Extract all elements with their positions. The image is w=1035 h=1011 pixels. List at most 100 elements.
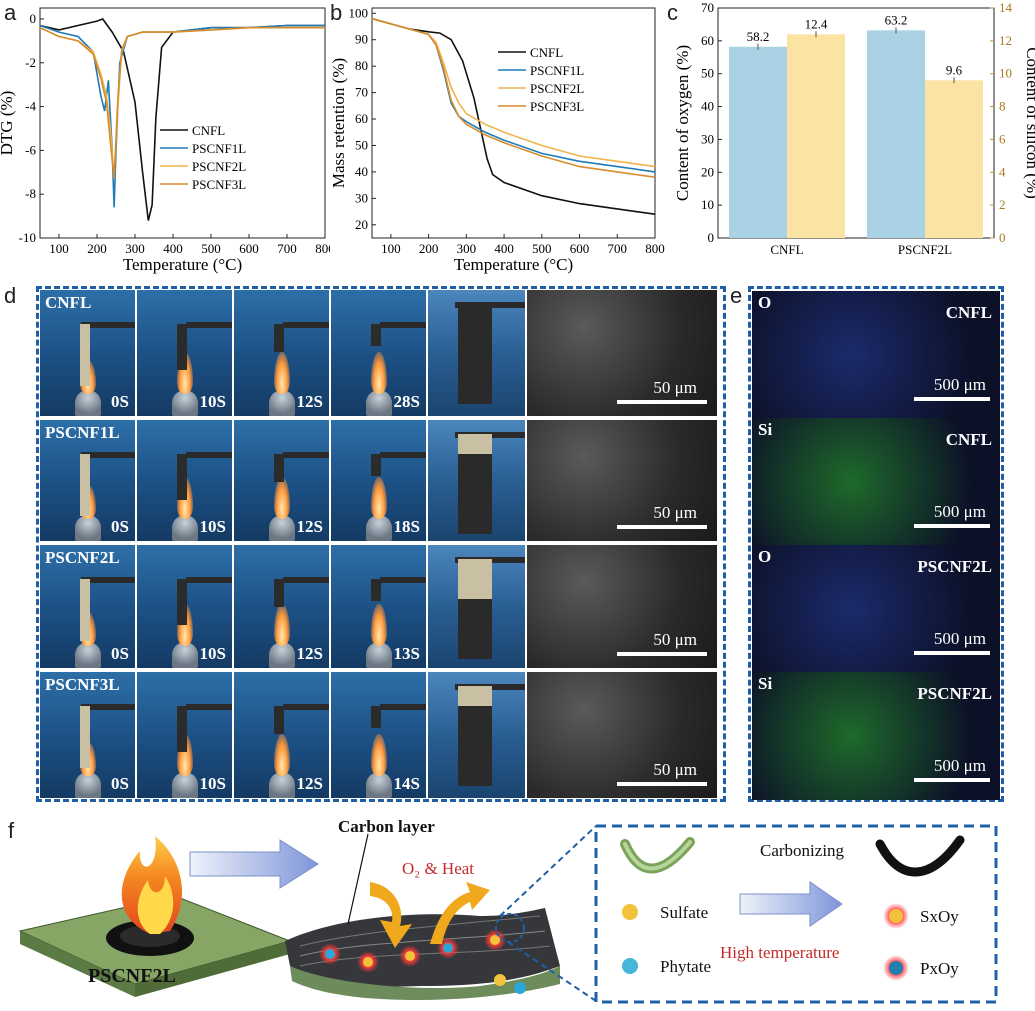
x-tick-label: 100 — [49, 241, 69, 256]
burning-photo: 10S — [137, 290, 232, 416]
sample-label: PSCNF2L — [917, 557, 992, 576]
panel-label-c: c — [667, 0, 678, 25]
flame-icon — [273, 604, 290, 646]
flame-icon — [370, 477, 387, 519]
unburned-part — [458, 434, 492, 454]
sample-strip — [80, 579, 90, 641]
tweezers — [283, 577, 329, 583]
scale-label: 50 μm — [653, 630, 697, 649]
unburned-part — [458, 686, 492, 706]
pscnf2l-sheet — [18, 836, 292, 997]
burning-photo: 12S — [234, 672, 329, 798]
y-tick-label-left: 10 — [701, 197, 714, 212]
tweezers — [186, 704, 232, 710]
burning-photo: 12S — [234, 420, 329, 541]
particles — [319, 929, 526, 994]
burner-icon — [365, 772, 392, 798]
bar-value-label: 58.2 — [747, 29, 770, 44]
sample-strip — [371, 324, 381, 346]
sample-strip — [274, 454, 284, 482]
legend-entry: PSCNF1L — [530, 63, 584, 78]
sample-strip — [371, 454, 381, 476]
y-tick-label: 50 — [355, 137, 368, 152]
bar-value-label: 63.2 — [885, 12, 908, 27]
burning-photo: 0S CNFL — [40, 290, 135, 416]
mechanism-diagram: PSCNF2L Carbon layer O₂ & Heat Sulfate P… — [18, 817, 998, 1004]
time-label: 0S — [111, 392, 129, 411]
sulfate-icon — [622, 904, 638, 920]
tweezers — [380, 577, 426, 583]
burning-photo: 14S — [331, 672, 426, 798]
sample-strip — [177, 454, 187, 500]
carbonizing-label: Carbonizing — [760, 841, 845, 860]
burning-photo: 13S — [331, 545, 426, 668]
x-tick-label: 800 — [315, 241, 330, 256]
series-line-pscnf2l — [371, 17, 656, 168]
burning-photo: 12S — [234, 545, 329, 668]
sample-name: PSCNF1L — [45, 423, 120, 442]
y-axis-label: DTG (%) — [0, 91, 16, 156]
carbon-fiber-icon — [875, 835, 965, 877]
plot-frame — [371, 7, 656, 239]
x-tick-label: 500 — [201, 241, 221, 256]
sheet-label: PSCNF2L — [88, 965, 176, 987]
burning-photo: 0S PSCNF1L — [40, 420, 135, 541]
dtg-chart: 100 200 300 400 500 600 700 800 0 -2 -4 -6 -8 -10 Temp… — [0, 7, 330, 274]
y-tick-label-left: 30 — [701, 131, 714, 146]
pxoy-label: PxOy — [920, 959, 959, 978]
y-tick-label-right: 10 — [999, 66, 1012, 81]
y-tick-label-right: 14 — [999, 0, 1013, 15]
burning-photo: 0S PSCNF3L — [40, 672, 135, 798]
element-label: O — [758, 293, 772, 312]
scale-label: 50 μm — [653, 760, 697, 779]
y-tick-label-left: 50 — [701, 66, 714, 81]
burning-photo: 18S — [331, 420, 426, 541]
sample-label: CNFL — [945, 430, 992, 449]
y-tick-label-right: 2 — [999, 197, 1006, 212]
tweezers — [380, 704, 426, 710]
time-label: 12S — [296, 644, 323, 663]
element-label: O — [758, 547, 772, 566]
tweezers — [81, 322, 135, 328]
series-line-pscnf3l — [39, 26, 325, 179]
scale-label: 500 μm — [933, 375, 986, 394]
scale-bar — [914, 778, 990, 782]
scale-bar — [914, 524, 990, 528]
y-tick-label-right: 0 — [999, 230, 1006, 245]
y-axis-label: Mass retention (%) — [330, 58, 348, 188]
sample-strip — [274, 579, 284, 607]
series-line-pscnf3l — [371, 17, 656, 178]
y-tick-label-right: 6 — [999, 131, 1006, 146]
time-label: 10S — [199, 517, 226, 536]
flame-icon — [273, 352, 290, 394]
heat-label: O₂ & Heat — [402, 859, 474, 878]
x-tick-label: 700 — [277, 241, 297, 256]
time-label: 13S — [393, 644, 420, 663]
time-label: 18S — [393, 517, 420, 536]
unburned-part — [458, 559, 492, 599]
y-tick-label-left: 60 — [701, 33, 714, 48]
sample-name: PSCNF3L — [45, 675, 120, 694]
y-axis-label-right: Content of silicon (%) — [1023, 47, 1035, 199]
y-tick-label-left: 20 — [701, 164, 714, 179]
series-line-pscnf1l — [39, 24, 325, 208]
y-tick-label-right: 4 — [999, 164, 1006, 179]
series-line-cnfl — [371, 17, 656, 215]
burner-icon — [365, 642, 392, 668]
x-tick-label: 300 — [125, 241, 145, 256]
burning-photo: 28S — [331, 290, 426, 416]
y-tick-label: -2 — [25, 55, 36, 70]
residue-photo — [428, 545, 525, 668]
y-tick-label: 100 — [349, 5, 369, 20]
x-tick-label: 400 — [163, 241, 183, 256]
y-tick-label: 80 — [355, 58, 368, 73]
y-tick-label: 40 — [355, 164, 368, 179]
sem-image: 50 μm — [527, 290, 717, 416]
flame-icon — [273, 477, 290, 519]
panel-label-e: e — [730, 283, 743, 308]
burner-icon — [268, 390, 295, 416]
zoom-box — [594, 824, 998, 1004]
burning-photo: 10S — [137, 545, 232, 668]
heat-arrow-down — [370, 882, 412, 948]
y-tick-label-left: 40 — [701, 99, 714, 114]
